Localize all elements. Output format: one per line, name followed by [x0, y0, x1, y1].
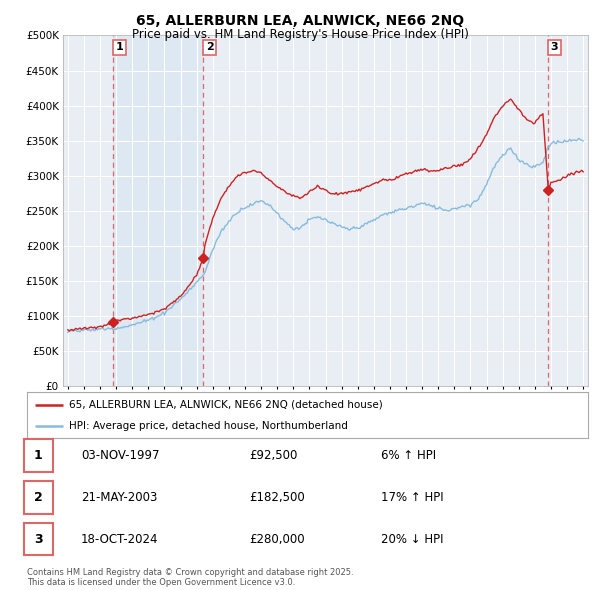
- Text: 20% ↓ HPI: 20% ↓ HPI: [381, 533, 443, 546]
- Text: £92,500: £92,500: [249, 449, 298, 462]
- Text: Price paid vs. HM Land Registry's House Price Index (HPI): Price paid vs. HM Land Registry's House …: [131, 28, 469, 41]
- Text: 17% ↑ HPI: 17% ↑ HPI: [381, 491, 443, 504]
- Text: 1: 1: [116, 42, 124, 53]
- Text: 2: 2: [206, 42, 214, 53]
- Bar: [113, 35, 203, 386]
- Text: 65, ALLERBURN LEA, ALNWICK, NE66 2NQ: 65, ALLERBURN LEA, ALNWICK, NE66 2NQ: [136, 14, 464, 28]
- Text: 3: 3: [551, 42, 559, 53]
- Text: 18-OCT-2024: 18-OCT-2024: [81, 533, 158, 546]
- Text: 1: 1: [34, 449, 43, 462]
- Text: £280,000: £280,000: [249, 533, 305, 546]
- Text: 03-NOV-1997: 03-NOV-1997: [81, 449, 160, 462]
- Text: £182,500: £182,500: [249, 491, 305, 504]
- Text: 3: 3: [34, 533, 43, 546]
- Text: 6% ↑ HPI: 6% ↑ HPI: [381, 449, 436, 462]
- Text: Contains HM Land Registry data © Crown copyright and database right 2025.
This d: Contains HM Land Registry data © Crown c…: [27, 568, 353, 587]
- Text: 2: 2: [34, 491, 43, 504]
- Text: 65, ALLERBURN LEA, ALNWICK, NE66 2NQ (detached house): 65, ALLERBURN LEA, ALNWICK, NE66 2NQ (de…: [69, 399, 383, 409]
- Text: 21-MAY-2003: 21-MAY-2003: [81, 491, 157, 504]
- Text: HPI: Average price, detached house, Northumberland: HPI: Average price, detached house, Nort…: [69, 421, 348, 431]
